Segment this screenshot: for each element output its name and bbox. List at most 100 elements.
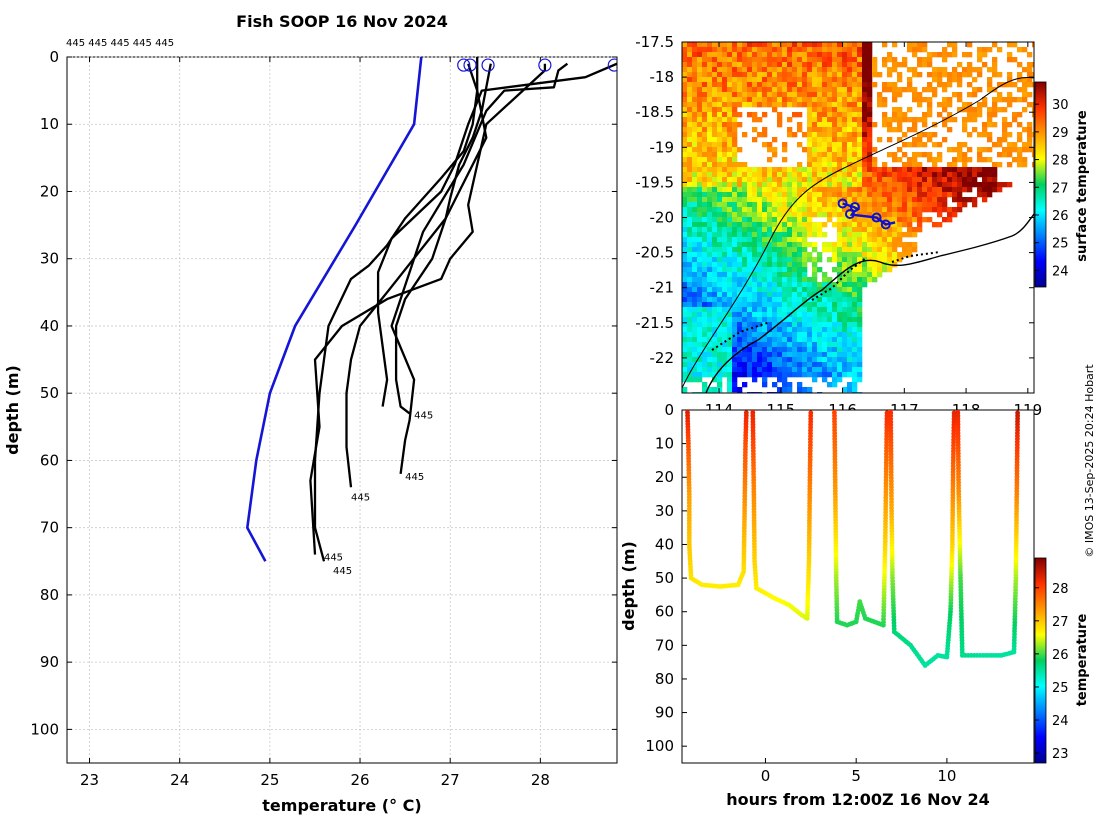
sst-cell [887,152,893,158]
sst-cell [787,362,793,368]
sst-cell [807,202,813,208]
sst-cell [897,197,903,203]
sst-cell [842,372,848,378]
sst-cell [887,177,893,183]
sst-cell [817,282,823,288]
sst-cell [862,127,868,133]
sst-cell [887,197,893,203]
sst-cell [887,87,893,93]
sst-cell [847,192,853,198]
sst-cell [807,222,813,228]
sst-cell [947,77,953,83]
sst-cell [857,332,863,338]
sst-cell [847,282,853,288]
sst-cell [707,92,713,98]
sst-cell [727,72,733,78]
sst-cell [922,192,928,198]
sst-cell [797,272,803,278]
sst-cell [802,242,808,248]
sst-cell [802,307,808,313]
sst-cell [692,202,698,208]
sst-cell [862,157,868,163]
sst-cell [852,252,858,258]
sst-cell [837,187,843,193]
sst-cell [752,262,758,268]
sst-cell [762,172,768,178]
sst-cell [717,222,723,228]
sst-cell [762,242,768,248]
sst-cell [987,157,993,163]
sst-cell [852,162,858,168]
sst-cell [822,67,828,73]
sst-cell [887,122,893,128]
sst-cell [732,297,738,303]
sst-cell [747,242,753,248]
sst-cell [842,217,848,223]
sst-cell [962,182,968,188]
sst-cell [797,252,803,258]
sst-cell [897,237,903,243]
sst-cell [722,182,728,188]
sst-cell [782,82,788,88]
sst-cell [977,147,983,153]
sst-cell [682,372,688,378]
sst-cell [742,337,748,343]
sst-cell [752,47,758,53]
sst-cell [717,177,723,183]
sst-cell [797,347,803,353]
sst-cell [982,192,988,198]
sst-cell [712,57,718,63]
sst-cell [837,297,843,303]
sst-cell [822,212,828,218]
sst-cell [697,287,703,293]
sst-cell [797,162,803,168]
sst-cell [687,242,693,248]
sst-cell [787,187,793,193]
sst-cell [762,342,768,348]
sst-cell [747,172,753,178]
sst-cell [722,92,728,98]
sst-cell [777,322,783,328]
sst-cell [962,127,968,133]
sst-cell [782,352,788,358]
sst-cell [727,387,733,393]
sst-cell [882,162,888,168]
sst-cell [757,362,763,368]
sst-cell [707,107,713,113]
sst-cell [867,277,873,283]
sst-cell [717,247,723,253]
sst-cell [822,62,828,68]
sst-cell [747,97,753,103]
sst-cell [867,157,873,163]
sst-cell [912,217,918,223]
sst-cell [812,347,818,353]
sst-cell [792,292,798,298]
sst-cell [862,282,868,288]
sst-cell [692,332,698,338]
sst-cell [857,237,863,243]
sst-cell [712,372,718,378]
sst-cell [907,217,913,223]
sst-cell [777,247,783,253]
sst-cell [902,132,908,138]
sst-cell [702,47,708,53]
sst-cell [742,212,748,218]
sst-cell [712,367,718,373]
sst-cell [767,242,773,248]
sst-cell [707,322,713,328]
sst-cell [837,97,843,103]
sst-cell [972,197,978,203]
sst-cell [857,87,863,93]
sst-cell [862,137,868,143]
sst-cell [787,232,793,238]
sst-cell [887,247,893,253]
sst-cell [842,142,848,148]
sst-cell [752,42,758,48]
sst-cell [792,327,798,333]
time-tick-label-y: 10 [655,435,674,453]
sst-cell [957,157,963,163]
sst-cell [737,207,743,213]
sst-cell [772,177,778,183]
sst-cell [782,277,788,283]
sst-cell [767,357,773,363]
